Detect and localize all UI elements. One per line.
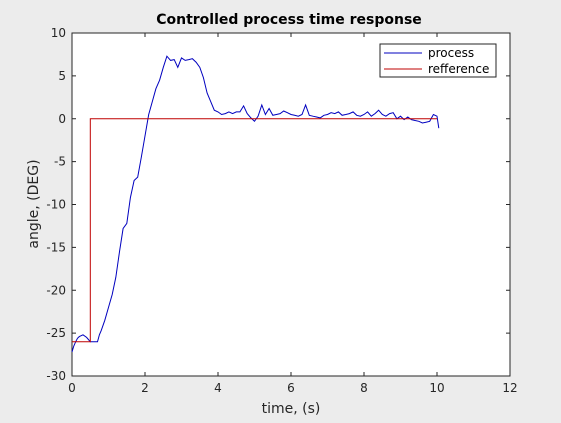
x-tick-label: 10 <box>429 381 444 395</box>
y-tick-label: -20 <box>46 283 66 297</box>
y-tick-label: -25 <box>46 326 66 340</box>
y-tick-label: -5 <box>54 155 66 169</box>
x-tick-label: 2 <box>141 381 149 395</box>
series-line-refference <box>72 118 437 343</box>
series-line-process <box>71 55 440 353</box>
plot-area <box>71 32 511 377</box>
chart-title: Controlled process time response <box>156 12 422 28</box>
axis-ticks: 0 2 4 6 8 10 12 10 5 0 -5 -10 -15 -20 -25 -30 <box>46 26 517 395</box>
y-tick-label: -15 <box>46 240 66 254</box>
legend-box <box>379 43 497 78</box>
y-tick-label: 10 <box>51 26 66 40</box>
y-tick-label: 0 <box>58 112 66 126</box>
x-tick-label: 6 <box>287 381 295 395</box>
legend-label-refference: refference <box>428 62 489 76</box>
legend-label-process: process <box>428 46 474 60</box>
y-tick-label: 5 <box>58 69 66 83</box>
x-axis-label: time, (s) <box>262 401 321 417</box>
legend: process refference <box>379 43 497 78</box>
series-layer <box>71 55 440 353</box>
y-axis-label: angle, (DEG) <box>26 159 42 248</box>
x-tick-label: 12 <box>502 381 517 395</box>
x-tick-label: 0 <box>68 381 76 395</box>
y-tick-label: -30 <box>46 369 66 383</box>
y-tick-label: -10 <box>46 198 66 212</box>
x-tick-label: 8 <box>360 381 368 395</box>
x-tick-label: 4 <box>214 381 222 395</box>
